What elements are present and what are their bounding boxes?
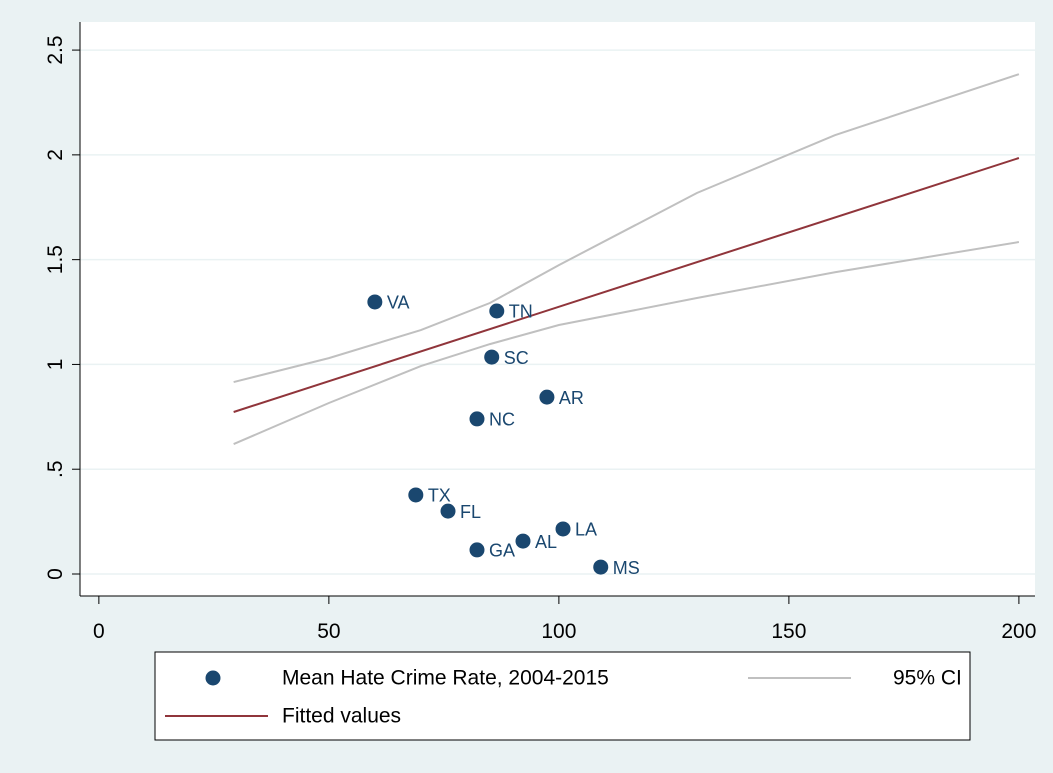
legend-label: Mean Hate Crime Rate, 2004-2015 [282,667,609,690]
point-label: GA [489,541,515,561]
point-label: MS [613,558,640,578]
point-label: SC [504,348,529,368]
plot-area [80,22,1035,596]
point [515,533,531,549]
point-label: FL [460,502,481,522]
y-tick-label: .5 [44,460,67,478]
y-tick-label: 1 [44,359,67,371]
legend-label: 95% CI [893,667,962,690]
point [555,521,571,537]
point-label: VA [387,293,410,313]
x-tick-label: 0 [93,620,105,643]
line [233,157,1020,413]
y-tick-label: 2 [44,149,67,161]
point-label: TX [428,486,451,506]
x-tick-label: 50 [317,620,340,643]
point [367,294,383,310]
point [469,542,485,558]
point [408,487,424,503]
x-tick-label: 100 [541,620,576,643]
legend-marker [205,670,221,686]
line [233,73,1020,384]
line [233,241,1020,445]
y-tick-label: 1.5 [44,245,67,274]
point [469,411,485,427]
point-label: AL [535,532,557,552]
point [593,559,609,575]
point [440,503,456,519]
point [489,303,505,319]
legend-box [154,651,971,741]
point [484,349,500,365]
x-tick-label: 200 [1001,620,1036,643]
point-label: NC [489,410,515,430]
point [539,389,555,405]
legend-label: Fitted values [282,705,401,728]
point-label: AR [559,388,584,408]
point-label: TN [509,302,533,322]
x-tick-label: 150 [771,620,806,643]
y-tick-label: 0 [44,568,67,580]
y-tick-label: 2.5 [44,35,67,64]
point-label: LA [575,520,597,540]
